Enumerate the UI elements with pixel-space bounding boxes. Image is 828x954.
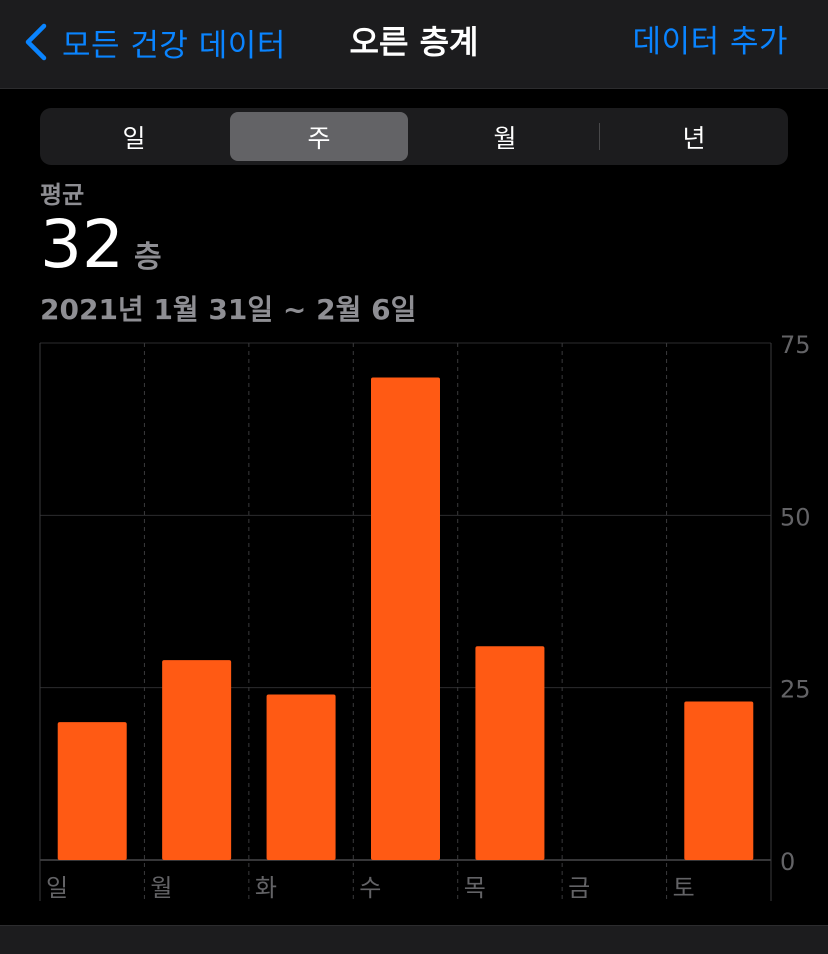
y-tick-label: 25	[780, 676, 811, 704]
x-tick-label: 화	[255, 874, 277, 902]
bar-2	[266, 694, 336, 860]
bar-1	[162, 660, 232, 860]
average-unit: 층	[133, 240, 162, 275]
segment-month[interactable]: 월	[493, 123, 517, 153]
segment-week[interactable]: 주	[230, 112, 408, 161]
bar-4	[475, 646, 545, 860]
chevron-left-icon	[25, 23, 47, 61]
segment-divider	[599, 123, 600, 150]
back-button-label: 모든 건강 데이터	[62, 27, 286, 64]
flights-climbed-bar-chart[interactable]: 0 25 50 75 일 월 화 수 목 금 토	[0, 330, 828, 920]
back-button[interactable]: 모든 건강 데이터	[22, 18, 286, 66]
average-value: 32	[40, 206, 124, 283]
time-range-segmented-control: 일 주 월 년	[40, 108, 788, 165]
x-tick-label: 금	[568, 874, 590, 902]
x-tick-label: 목	[464, 874, 486, 902]
segment-year[interactable]: 년	[682, 123, 706, 153]
x-tick-label: 월	[150, 874, 172, 902]
page-title: 오른 층계	[349, 23, 479, 61]
bar-3	[371, 377, 440, 860]
bar-0	[57, 722, 127, 860]
y-tick-label: 50	[780, 503, 811, 531]
x-tick-label: 수	[359, 874, 381, 902]
average-label: 평균	[40, 181, 85, 209]
segment-day[interactable]: 일	[122, 123, 146, 153]
navigation-bar: 모든 건강 데이터 오른 층계 데이터 추가	[0, 0, 828, 89]
x-tick-label: 일	[46, 874, 68, 902]
bar-6	[684, 701, 754, 860]
average-value-row: 32 층	[40, 206, 162, 296]
add-data-button[interactable]: 데이터 추가	[632, 24, 788, 60]
bottom-bar	[0, 925, 828, 954]
y-tick-label: 75	[780, 331, 811, 359]
x-tick-label: 토	[673, 874, 695, 902]
y-tick-label: 0	[780, 848, 795, 876]
date-range: 2021년 1월 31일 ~ 2월 6일	[40, 293, 417, 326]
